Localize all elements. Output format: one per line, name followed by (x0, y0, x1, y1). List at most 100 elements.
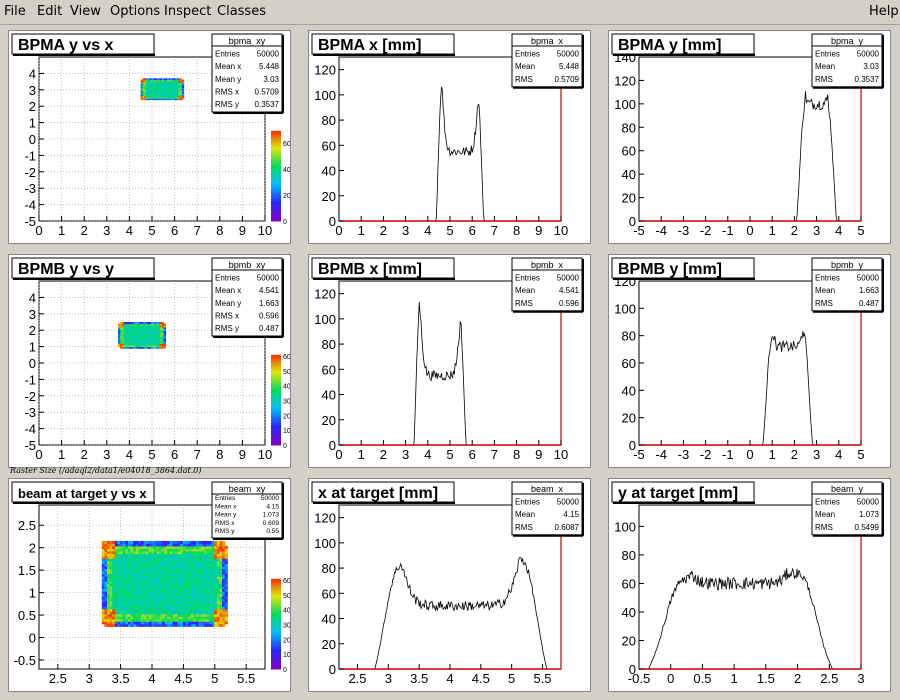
stats-box[interactable] (511, 33, 583, 88)
stats-box[interactable] (811, 481, 883, 536)
heatmap-cell (203, 556, 207, 560)
histogram-pad-bpma_y[interactable]: -5 -4 -3 -2 -1 0 1 2 3 4 5 0 20 40 60 80 100 120 140 BPMA y… (608, 30, 891, 244)
color-scale-step (271, 370, 281, 374)
heatmap-cell (117, 603, 121, 607)
histogram-pad-bpma_xy[interactable]: 0 20 40 60 0 1 2 3 4 5 6 7 8 9 10 -5 -4 -3 -2 -1 0 1 2 3 4 BPMA y… (8, 30, 291, 244)
heatmap-cell (180, 96, 183, 99)
heatmap-cell (201, 598, 205, 602)
histogram-pad-bpmb_y[interactable]: -5 -4 -3 -2 -1 0 1 2 3 4 5 0 20 40 60 80 100 120 BPMB y [m… (608, 254, 891, 468)
heatmap-cell (117, 608, 121, 612)
heatmap-cell (121, 343, 125, 346)
heatmap-cell (167, 548, 171, 552)
stats-box[interactable] (811, 257, 883, 312)
heatmap-cell (130, 623, 134, 627)
heatmap-cell (136, 330, 139, 333)
heatmap-cell (193, 601, 197, 605)
stats-key: Entries (215, 274, 240, 283)
heatmap-cell (109, 586, 113, 590)
histogram-pad-beam_x[interactable]: 2.5 3 3.5 4 4.5 5 5.5 0 20 40 60 80 100 120 x at targe… (308, 478, 591, 692)
color-scale-step (271, 200, 281, 204)
heatmap-cell (125, 545, 129, 549)
histogram-pad-beam_y[interactable]: -0.5 0 0.5 1 1.5 2 2.5 3 0 20 40 60 80 100 y at target… (608, 478, 891, 692)
heatmap-cell (150, 328, 154, 331)
heatmap-cell (104, 548, 108, 552)
heatmap-cell (190, 556, 194, 560)
x-tick-label: 2.5 (49, 671, 67, 686)
heatmap-cell (109, 591, 113, 595)
histogram-pad-bpma_x[interactable]: 0 1 2 3 4 5 6 7 8 9 10 0 20 40 60 80 100 120 BPMA x [mm] bp… (308, 30, 591, 244)
heatmap-cell (162, 94, 165, 97)
color-scale-step (271, 605, 281, 609)
color-scale-step (271, 363, 281, 367)
heatmap-cell (219, 593, 223, 597)
heatmap-cell (203, 553, 207, 557)
stats-box[interactable] (211, 257, 283, 337)
heatmap-cell (175, 621, 179, 625)
heatmap-cell (138, 566, 142, 570)
heatmap-cell (222, 593, 226, 597)
heatmap-cell (112, 550, 116, 554)
heatmap-cell (177, 588, 181, 592)
heatmap-cell (153, 94, 157, 97)
y-tick-label: 20 (622, 411, 636, 426)
stats-box[interactable] (511, 257, 583, 312)
heatmap-cell (144, 92, 147, 95)
heatmap-cell (156, 330, 159, 333)
heatmap-cell (216, 611, 220, 615)
menu-file[interactable]: File (4, 4, 26, 19)
histogram-pad-bpmb_x[interactable]: 0 1 2 3 4 5 6 7 8 9 10 0 20 40 60 80 100 120 BPMB x [mm] bp… (308, 254, 591, 468)
color-scale-tick-label: 40 (283, 167, 290, 174)
stats-box[interactable] (211, 33, 283, 113)
x-tick-label: 3 (385, 671, 392, 686)
heatmap-cell (211, 613, 215, 617)
heatmap-cell (172, 550, 176, 554)
heatmap-cell (161, 323, 165, 326)
menu-inspect[interactable]: Inspect (164, 4, 212, 19)
heatmap-cell (107, 583, 111, 587)
heatmap-cell (172, 571, 176, 575)
heatmap-cell (156, 568, 160, 572)
heatmap-cell (185, 623, 189, 627)
heatmap-cell (148, 593, 152, 597)
stats-value: 0.3537 (255, 100, 280, 109)
heatmap-cell (146, 568, 150, 572)
heatmap-cell (151, 576, 155, 580)
heatmap-cell (185, 611, 189, 615)
heatmap-cell (175, 623, 179, 627)
heatmap-cell (198, 598, 202, 602)
heatmap-cell (172, 578, 176, 582)
stats-box[interactable] (211, 481, 283, 539)
heatmap-cell (136, 344, 139, 348)
color-scale-step (271, 211, 281, 215)
heatmap-cell (160, 94, 163, 97)
heatmap-cell (206, 593, 210, 597)
heatmap-cell (149, 323, 152, 326)
heatmap-cell (142, 83, 145, 86)
heatmap-cell (206, 545, 210, 549)
heatmap-cell (203, 606, 207, 610)
heatmap-cell (222, 608, 226, 612)
heatmap-cell (147, 91, 150, 94)
y-tick-label: -5 (24, 438, 36, 453)
menu-classes[interactable]: Classes (217, 4, 266, 19)
heatmap-cell (114, 550, 118, 554)
histogram-pad-beam_xy[interactable]: 0 10 20 30 40 50 60 2.5 3 3.5 4 4.5 5 5.5 -0.5 0 0.5 1 1.5… (8, 478, 291, 692)
menu-options[interactable]: Options (110, 4, 161, 19)
heatmap-cell (141, 603, 145, 607)
heatmap-cell (117, 556, 121, 560)
color-scale-step (271, 644, 281, 647)
heatmap-cell (180, 86, 183, 89)
menu-help[interactable]: Help (869, 4, 899, 19)
heatmap-cell (127, 556, 132, 560)
menu-edit[interactable]: Edit (37, 4, 63, 19)
heatmap-cell (185, 608, 189, 612)
heatmap-cell (219, 611, 223, 615)
y-tick-label: 4 (29, 290, 36, 305)
stats-box[interactable] (511, 481, 583, 536)
heatmap-cell (125, 322, 128, 325)
heatmap-cell (160, 84, 163, 87)
color-scale-step (271, 637, 281, 641)
heatmap-cell (125, 598, 129, 602)
menu-view[interactable]: View (70, 4, 101, 19)
histogram-pad-bpmb_xy[interactable]: 0 10 20 30 40 50 60 0 1 2 3 4 5 6 7 8 9 10 -5 -4 -3 -2 -1 0 1 2 3 4… (8, 254, 291, 468)
